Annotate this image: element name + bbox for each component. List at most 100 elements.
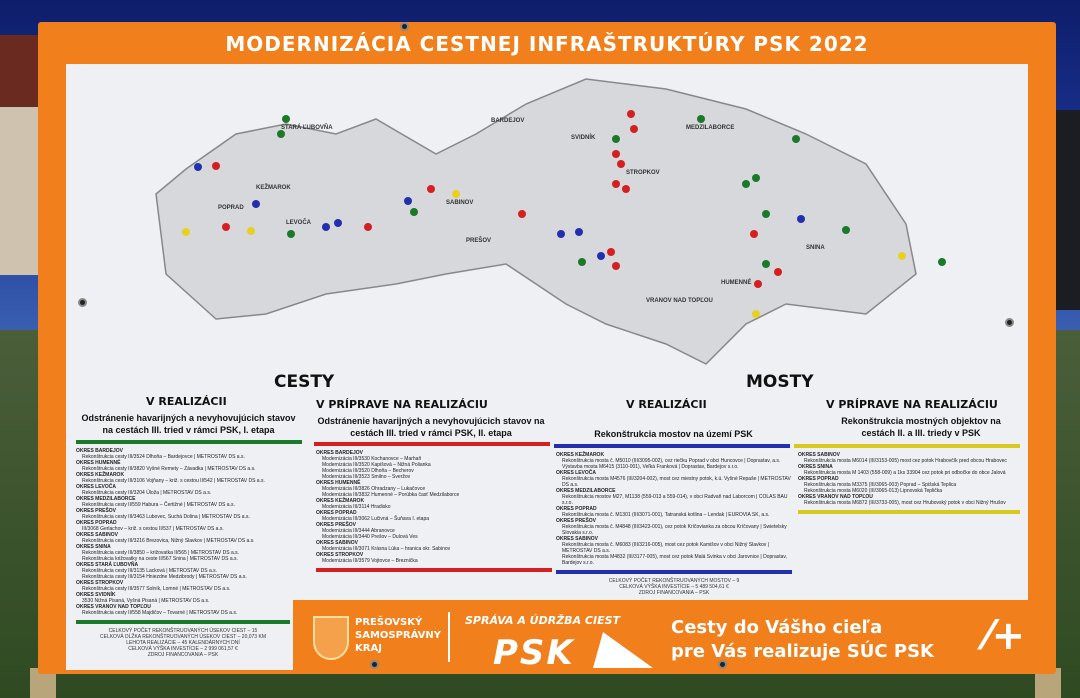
board-panel-left-extension <box>66 600 293 670</box>
list-item: Rekonštrukcia cesty III/3820 Vyšné Remet… <box>82 466 256 472</box>
map-marker <box>742 180 750 188</box>
org-line: PREŠOVSKÝ <box>355 617 423 628</box>
mosty-realizacia-list: Okres Kežmarok Rekonštrukcia mosta č. M50… <box>556 452 792 566</box>
district-heading: Okres Poprad <box>316 510 357 516</box>
district-label: MEDZILABORCE <box>686 125 734 131</box>
cesty-heading: CESTY <box>274 372 335 392</box>
summary-line: Celková výška investície – 2 999 061,57 … <box>128 646 238 652</box>
map-marker <box>277 130 285 138</box>
psk-org-name: PREŠOVSKÝ SAMOSPRÁVNY KRAJ <box>355 616 441 655</box>
map-marker <box>334 219 342 227</box>
suc-psk-logo: PSK <box>493 633 575 673</box>
map-marker <box>774 268 782 276</box>
suc-brand-icon: ⁄+ <box>985 613 1026 659</box>
summary-line: Lehota realizácie – 45 kalendárnych dní <box>126 640 240 646</box>
district-label: SABINOV <box>446 200 473 206</box>
district-heading: Okres Snina <box>798 464 833 470</box>
summary-line: Celkový počet rekonštruovaných úsekov ci… <box>108 628 258 634</box>
district-heading: Okres Svidník <box>76 592 116 598</box>
yellow-bar <box>794 444 1020 448</box>
district-heading: Okres Sabinov <box>76 532 118 538</box>
district-heading: Okres Prešov <box>316 522 357 528</box>
list-item: III/3068 Gerlachov – križ. s cestou II/5… <box>82 526 224 532</box>
list-item: Rekonštrukcia mosta M6014 (III/3153-005)… <box>804 458 1007 464</box>
district-label: HUMENNÉ <box>721 278 751 286</box>
list-item: Rekonštrukcia cesty III/3154 Hniezdne Me… <box>82 574 247 580</box>
list-item: Rekonštrukcia mosta M4576 (III/3204-002)… <box>562 476 791 488</box>
mosty-priprava-subtitle: Rekonštrukcia mostných objektov na cestá… <box>841 416 1001 438</box>
list-item: Rekonštrukcia mosta M6020 (III/3065-013)… <box>804 488 943 494</box>
cesty-realizacia-column: Okres Bardejov Rekonštrukcia cesty III/35… <box>76 448 290 658</box>
map-marker <box>252 200 260 208</box>
map-marker <box>282 115 290 123</box>
list-item: Rekonštrukcia mosta M4832 (III/3177-005)… <box>562 554 787 566</box>
list-item: 3530 Nižná Pisaná, Vyšná Pisaná | METROS… <box>82 598 210 604</box>
map-marker <box>287 230 295 238</box>
map-marker <box>364 223 372 231</box>
map-marker <box>627 110 635 118</box>
map-marker <box>222 223 230 231</box>
district-heading: Okres Kežmarok <box>556 452 605 458</box>
district-heading: Okres Snina <box>76 544 111 550</box>
map-marker <box>452 190 460 198</box>
district-heading: Okres Vranov nad Topľou <box>76 604 151 610</box>
district-heading: Okres Prešov <box>556 518 597 524</box>
district-heading: Okres Levoča <box>556 470 597 476</box>
list-item: Výstavba mosta M6415 (3110-001), Veľká F… <box>562 464 739 470</box>
map-marker <box>607 248 615 256</box>
district-heading: Okres Prešov <box>76 508 117 514</box>
list-item: Rekonštrukcia cesty III/3577 Solník, Lom… <box>82 586 231 592</box>
map-marker <box>322 223 330 231</box>
list-item: Rekonštrukcia cesty II/558 Majdičov – To… <box>82 610 238 616</box>
summary-line: Zdroj financovania – PSK <box>147 652 219 658</box>
district-heading: Okres Bardejov <box>316 450 363 456</box>
map-marker <box>182 228 190 236</box>
list-item: Rekonštrukcia cesty III/3135 Lacková | M… <box>82 568 218 574</box>
map-marker <box>842 226 850 234</box>
red-bar <box>314 442 550 446</box>
district-label: SNINA <box>806 245 825 251</box>
list-item: Rekonštrukcia cesty III/3524 Dlhoňa – Ba… <box>82 454 245 460</box>
district-heading: Okres Bardejov <box>76 448 123 454</box>
suc-tagline: SPRÁVA A ÚDRŽBA CIEST <box>465 614 621 627</box>
list-item: Modernizácia III/3826 Ohradzany – Lukačo… <box>322 486 426 492</box>
map-marker <box>575 228 583 236</box>
list-item: Modernizácia III/3523 Smilno – Sveržov <box>322 474 411 480</box>
district-heading: Okres Medzilaborce <box>76 496 136 502</box>
district-label: POPRAD <box>218 205 244 211</box>
region-outline <box>155 78 917 365</box>
district-heading: Okres Kežmarok <box>76 472 125 478</box>
map-marker <box>797 215 805 223</box>
cesty-realizacia-subtitle: Odstránenie havarijných a nevyhovujúcich… <box>81 413 296 435</box>
road-icon <box>593 632 653 668</box>
divider <box>448 612 450 662</box>
map-marker <box>612 150 620 158</box>
map-marker <box>557 230 565 238</box>
list-item: Rekonštrukcia mosta č. M5010 (III/3095-0… <box>562 458 781 464</box>
org-line: KRAJ <box>355 643 382 654</box>
map-marker <box>247 227 255 235</box>
blue-bar-bottom <box>556 570 792 574</box>
district-label: BARDEJOV <box>491 118 524 124</box>
district-heading: Okres Humenné <box>76 460 121 466</box>
district-label: KEŽMAROK <box>256 183 291 191</box>
map-marker <box>750 230 758 238</box>
cesty-priprava-column: Okres Bardejov Modernizácia III/3530 Koch… <box>316 450 552 576</box>
map-marker <box>762 210 770 218</box>
list-item: Rekonštrukcia mosta M6872 (III/3733-005)… <box>804 500 1006 506</box>
district-heading: Okres Sabinov <box>556 536 598 542</box>
list-item: Modernizácia III/3530 Kochanovce – Marha… <box>322 456 422 462</box>
map-marker <box>404 197 412 205</box>
billboard: MODERNIZÁCIA CESTNEJ INFRAŠTRUKTÚRY PSK … <box>38 22 1056 674</box>
map-marker <box>578 258 586 266</box>
org-line: SAMOSPRÁVNY <box>355 630 442 641</box>
district-label: VRANOV NAD TOPĽOU <box>646 298 713 304</box>
bolt <box>400 22 409 31</box>
map-marker <box>612 135 620 143</box>
map-marker <box>194 163 202 171</box>
district-heading: Okres Poprad <box>556 506 597 512</box>
list-item: Rekonštrukcia cesty III/3204 Úloža | MET… <box>82 490 212 496</box>
list-item: Modernizácia III/3579 Vojtovce – Breznič… <box>322 558 418 564</box>
region-map: STARÁ ĽUBOVŇA KEŽMAROK POPRAD LEVOČA SABINOV… <box>155 78 946 365</box>
map-marker <box>617 160 625 168</box>
